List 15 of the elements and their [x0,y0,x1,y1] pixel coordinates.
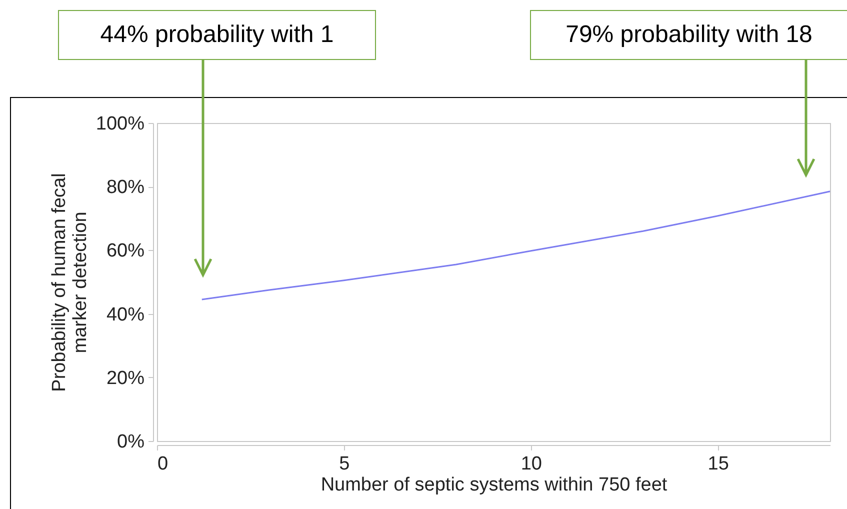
text: 44% probability with 1 [58,10,376,60]
y-tick-label: 80% [106,177,145,198]
x-axis-title: Number of septic systems within 750 feet [320,474,668,496]
x-tick-label: 10 [520,454,542,474]
y-tick-label: 100% [96,114,145,134]
y-tick-label: 20% [106,368,145,389]
y-tick-label: 40% [106,304,145,326]
y-tick-label: 60% [106,240,145,262]
y-axis-title: Probability of human fecal marker detection [48,173,91,392]
x-tick-label: 5 [339,454,350,474]
y-tick-label: 0% [117,432,145,452]
x-tick-label: 15 [708,454,729,474]
x-tick-label: 0 [158,454,168,474]
line-series [201,190,831,300]
text: 79% probability with 18 [530,10,847,60]
